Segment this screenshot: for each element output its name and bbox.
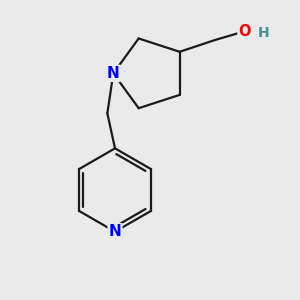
Text: O: O xyxy=(238,24,251,39)
Text: H: H xyxy=(258,26,269,40)
Text: N: N xyxy=(107,66,120,81)
Text: N: N xyxy=(109,224,122,239)
